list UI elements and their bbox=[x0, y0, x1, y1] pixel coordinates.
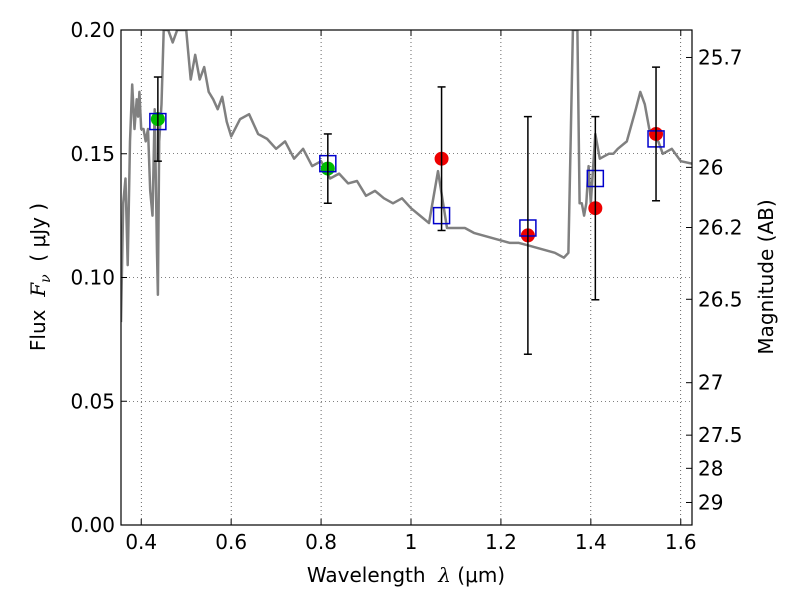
y2-axis-label: Magnitude (AB) bbox=[754, 199, 778, 354]
x-tick-label: 0.6 bbox=[215, 530, 247, 554]
plot-frame bbox=[120, 29, 693, 526]
plot-area bbox=[121, 30, 692, 355]
model-spectrum-line bbox=[121, 30, 692, 323]
x-tick-label: 1 bbox=[405, 530, 418, 554]
y2-tick-label: 27.5 bbox=[698, 423, 743, 447]
y2-tick-label: 28 bbox=[698, 456, 723, 480]
grid-lines bbox=[121, 29, 692, 526]
x-tick-label: 0.8 bbox=[305, 530, 337, 554]
y2-tick-label: 25.7 bbox=[698, 45, 743, 69]
y-tick-label: 0.20 bbox=[70, 18, 115, 42]
x-tick-label: 1.6 bbox=[665, 530, 697, 554]
x-tick-label: 1.2 bbox=[485, 530, 517, 554]
y-tick-label: 0.00 bbox=[70, 513, 115, 537]
axis-ticks: 0.4 0.6 0.8 1 1.2 1.4 1.6 0.00 0.05 0.10 0.15 0.20 2… bbox=[70, 18, 742, 554]
y2-tick-label: 26.2 bbox=[698, 216, 743, 240]
x-axis-label: Wavelength λ (μm) bbox=[307, 563, 505, 587]
y-tick-label: 0.10 bbox=[70, 266, 115, 290]
x-tick-label: 1.4 bbox=[575, 530, 607, 554]
y2-tick-label: 27 bbox=[698, 371, 723, 395]
y-tick-label: 0.05 bbox=[70, 389, 115, 413]
y2-tick-label: 29 bbox=[698, 490, 723, 514]
y-tick-label: 0.15 bbox=[70, 142, 115, 166]
y2-tick-label: 26.5 bbox=[698, 287, 743, 311]
x-tick-label: 0.4 bbox=[125, 530, 157, 554]
y-axis-label: Flux Fν ( μJy ) bbox=[26, 203, 54, 351]
y2-tick-label: 26 bbox=[698, 155, 723, 179]
